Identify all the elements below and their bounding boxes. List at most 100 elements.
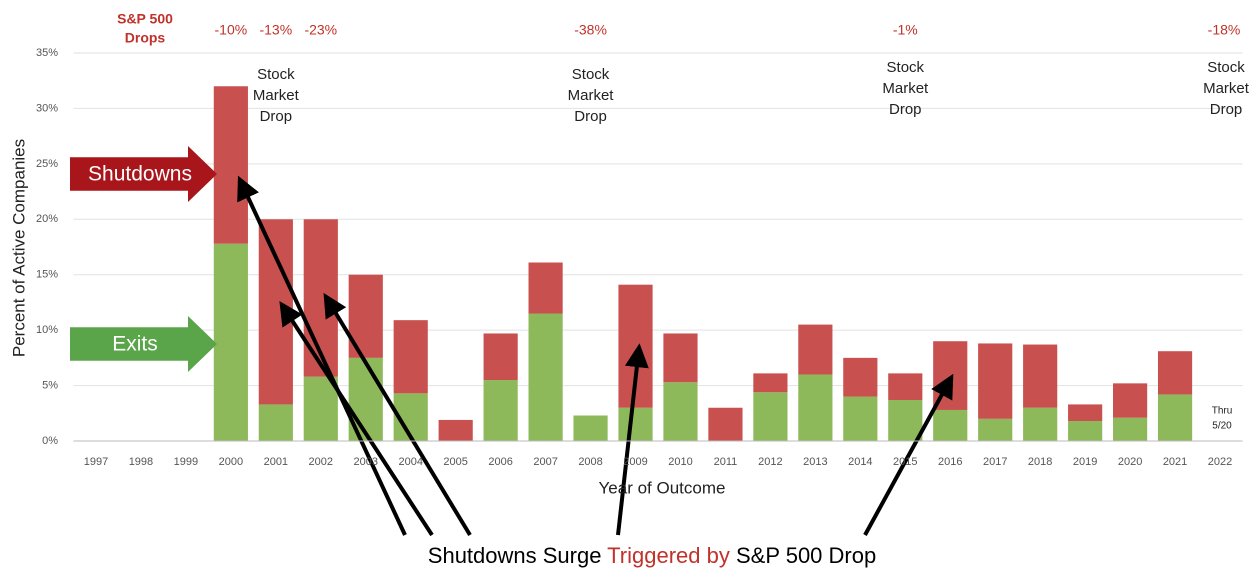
x-tick-label: 2002 (309, 456, 333, 468)
drop-label: -1% (893, 22, 918, 38)
x-tick-label: 1997 (84, 456, 108, 468)
x-tick-label: 2018 (1028, 456, 1052, 468)
bar-segment (213, 86, 248, 244)
x-tick-label: 2020 (1118, 456, 1142, 468)
arrow (863, 373, 954, 536)
x-tick-label: 2014 (848, 456, 872, 468)
bar-segment (1113, 417, 1148, 441)
y-axis-title: Percent of Active Companies (9, 139, 28, 357)
arrow (323, 292, 472, 537)
y-tick-label: 20% (36, 213, 58, 225)
bar-segment (978, 343, 1013, 419)
x-tick-label: 2015 (893, 456, 917, 468)
series-arrow (70, 146, 217, 202)
bar-segment (213, 243, 248, 441)
x-tick-label: 2004 (398, 456, 422, 468)
bar-segment (843, 396, 878, 441)
x-tick-label: 2017 (983, 456, 1007, 468)
bar-segment (618, 407, 653, 441)
y-tick-label: 15% (36, 269, 58, 281)
caption-part: Shutdowns Surge (428, 543, 607, 568)
series-label: Exits (112, 333, 158, 356)
bar-segment (1023, 344, 1058, 408)
x-tick-label: 2001 (264, 456, 288, 468)
market-drop-label: Drop (260, 108, 293, 125)
y-tick-label: 35% (36, 47, 58, 59)
caption-part: S&P 500 Drop (730, 543, 876, 568)
drop-label: -18% (1208, 22, 1241, 38)
x-tick-label: 2005 (443, 456, 467, 468)
bar-segment (1157, 394, 1193, 441)
series-label: Shutdowns (88, 163, 192, 186)
drop-label: -13% (259, 22, 292, 38)
bar-segment (438, 419, 473, 441)
market-drop-label: Drop (1210, 101, 1243, 118)
market-drop-label: Market (882, 80, 929, 97)
drop-label: -38% (574, 22, 607, 38)
bar-segment (258, 404, 293, 441)
caption: Shutdowns Surge Triggered by S&P 500 Dro… (428, 543, 876, 568)
x-tick-label: 2003 (354, 456, 378, 468)
y-tick-label: 0% (42, 435, 58, 447)
x-tick-label: 2016 (938, 456, 962, 468)
bar-segment (1157, 351, 1193, 395)
bar-segment (753, 392, 788, 441)
y-tick-label: 30% (36, 102, 58, 114)
market-drop-label: Stock (887, 59, 925, 76)
market-drop-label: Stock (257, 66, 295, 83)
note: Thru (1212, 406, 1233, 417)
arrow (279, 300, 434, 537)
bar-segment (978, 418, 1013, 441)
bar-segment (483, 333, 518, 381)
bar-segment (843, 357, 878, 397)
market-drop-label: Stock (572, 66, 610, 83)
bar-segment (663, 382, 698, 441)
bar-segment (1068, 404, 1103, 422)
x-tick-label: 2021 (1163, 456, 1187, 468)
market-drop-label: Market (568, 87, 615, 104)
x-tick-label: 1998 (129, 456, 153, 468)
bar-segment (663, 333, 698, 383)
series-arrow (70, 316, 217, 372)
x-tick-label: 2000 (219, 456, 243, 468)
annotation-arrows (237, 175, 954, 537)
x-tick-label: 2008 (578, 456, 602, 468)
bar-segment (528, 262, 563, 314)
drop-label: -23% (304, 22, 337, 38)
drops-header: Drops (125, 30, 166, 46)
x-tick-label: 2006 (488, 456, 512, 468)
drop-label: -10% (215, 22, 248, 38)
market-drop-label: Market (253, 87, 300, 104)
x-axis-title: Year of Outcome (599, 478, 726, 497)
bar-segment (528, 313, 563, 441)
bar-segment (1113, 383, 1148, 418)
arrow (237, 175, 407, 536)
bar-segment (1023, 407, 1058, 441)
bar-segment (798, 324, 833, 375)
bar-segment (888, 373, 923, 400)
drops-header: S&P 500 (117, 11, 173, 27)
note: 5/20 (1212, 421, 1232, 432)
bar-segment (798, 374, 833, 441)
y-tick-label: 25% (36, 158, 58, 170)
x-tick-label: 2012 (758, 456, 782, 468)
market-drop-label: Drop (889, 101, 922, 118)
y-tick-label: 5% (42, 379, 58, 391)
x-tick-label: 2013 (803, 456, 827, 468)
market-drop-label: Stock (1207, 59, 1245, 76)
bar-segment (1068, 421, 1103, 441)
x-tick-label: 1999 (174, 456, 198, 468)
x-tick-label: 2009 (623, 456, 647, 468)
bar-segment (393, 320, 428, 394)
x-tick-label: 2019 (1073, 456, 1097, 468)
bar-segment (483, 380, 518, 441)
x-tick-label: 2010 (668, 456, 692, 468)
x-tick-label: 2007 (533, 456, 557, 468)
bar-segment (708, 407, 743, 441)
bar-segment (303, 376, 338, 441)
x-tick-label: 2011 (714, 456, 738, 468)
bar-segment (753, 373, 788, 393)
market-drop-label: Market (1203, 80, 1250, 97)
bar-segment (573, 415, 608, 441)
